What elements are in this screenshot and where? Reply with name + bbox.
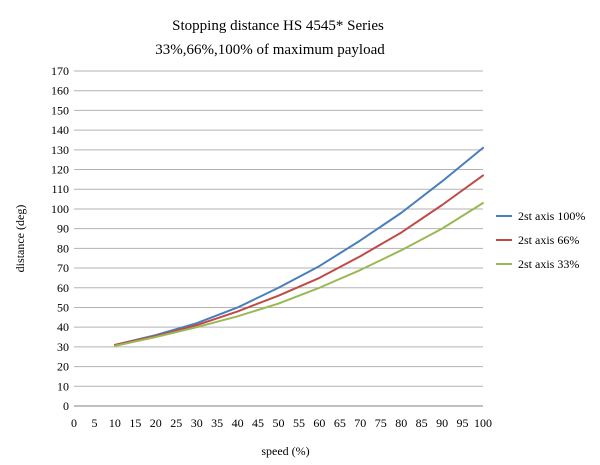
- y-tick-label: 90: [57, 222, 69, 236]
- y-tick-label: 40: [57, 320, 69, 334]
- x-tick-label: 70: [354, 416, 366, 430]
- x-tick-label: 5: [91, 416, 97, 430]
- y-tick-label: 70: [57, 261, 69, 275]
- x-tick-label: 50: [273, 416, 285, 430]
- x-tick-label: 10: [109, 416, 121, 430]
- y-tick-label: 60: [57, 281, 69, 295]
- y-tick-label: 110: [51, 182, 69, 196]
- x-tick-label: 75: [375, 416, 387, 430]
- y-tick-label: 10: [57, 379, 69, 393]
- x-tick-label: 80: [395, 416, 407, 430]
- x-tick-label: 25: [170, 416, 182, 430]
- y-axis-label: distance (deg): [13, 205, 27, 273]
- y-tick-label: 100: [51, 202, 69, 216]
- x-tick-label: 95: [457, 416, 469, 430]
- x-tick-label: 40: [232, 416, 244, 430]
- series-line-2: [113, 174, 484, 346]
- x-tick-label: 15: [129, 416, 141, 430]
- y-tick-label: 120: [51, 163, 69, 177]
- y-tick-label: 30: [57, 340, 69, 354]
- x-tick-label: 85: [416, 416, 428, 430]
- x-tick-label: 35: [211, 416, 223, 430]
- x-axis-label: speed (%): [261, 444, 309, 458]
- legend: 2st axis 100% 2st axis 66% 2st axis 33%: [496, 209, 585, 271]
- y-tick-label: 80: [57, 241, 69, 255]
- y-tick-label: 150: [51, 103, 69, 117]
- legend-label: 2st axis 66%: [518, 233, 579, 247]
- chart-subtitle: 33%,66%,100% of maximum payload: [155, 42, 385, 58]
- legend-label: 2st axis 33%: [518, 257, 579, 271]
- x-tick-label: 90: [436, 416, 448, 430]
- y-tick-label: 50: [57, 300, 69, 314]
- x-tick-label: 55: [293, 416, 305, 430]
- legend-label: 2st axis 100%: [518, 209, 585, 223]
- data-series: [113, 146, 484, 347]
- y-tick-label: 130: [51, 143, 69, 157]
- y-tick-label: 170: [51, 64, 69, 78]
- x-tick-label: 0: [71, 416, 77, 430]
- x-tick-label: 20: [150, 416, 162, 430]
- x-tick-label: 60: [313, 416, 325, 430]
- series-line-3: [113, 202, 484, 347]
- x-tick-label: 65: [334, 416, 346, 430]
- y-tick-label: 160: [51, 84, 69, 98]
- x-tick-label: 100: [474, 416, 492, 430]
- x-axis-ticks: 0 5 10 15 20 25 30 35 40 45 50 55 60 65 70 75 80 85 90 95 10…: [71, 416, 492, 430]
- y-tick-label: 0: [63, 399, 69, 413]
- chart-title: Stopping distance HS 4545* Series: [172, 18, 384, 34]
- x-tick-label: 45: [252, 416, 264, 430]
- series-line-1: [113, 146, 484, 346]
- x-tick-label: 30: [191, 416, 203, 430]
- y-tick-label: 20: [57, 360, 69, 374]
- y-tick-label: 140: [51, 123, 69, 137]
- y-axis-ticks: 0 10 20 30 40 50 60 70 80 90 100 110 120 130 140 150 160…: [51, 64, 69, 413]
